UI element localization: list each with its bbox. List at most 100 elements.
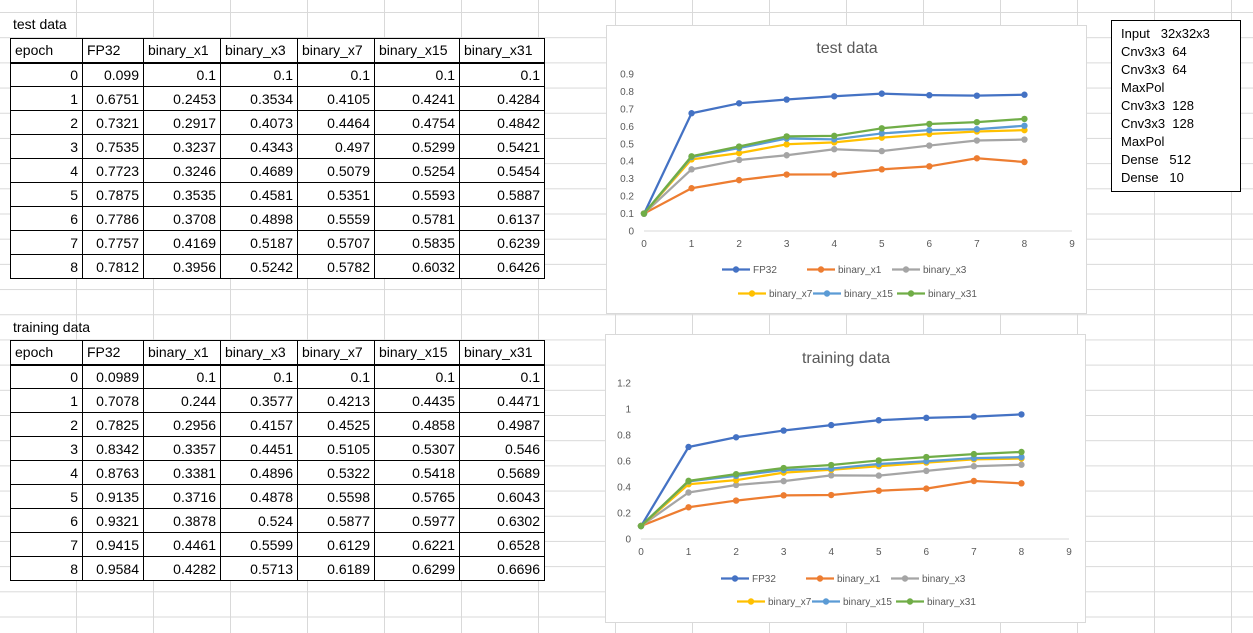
value-cell[interactable]: 0.1 [220,364,298,389]
epoch-cell[interactable]: 7 [10,532,83,557]
value-cell[interactable]: 0.1 [374,62,460,87]
value-cell[interactable]: 0.6189 [297,556,375,581]
value-cell[interactable]: 0.8342 [82,436,144,461]
value-cell[interactable]: 0.7786 [82,206,144,231]
value-cell[interactable]: 0.5887 [459,182,545,207]
value-cell[interactable]: 0.5079 [297,158,375,183]
value-cell[interactable]: 0.6696 [459,556,545,581]
value-cell[interactable]: 0.4896 [220,460,298,485]
value-cell[interactable]: 0.4471 [459,388,545,413]
value-cell[interactable]: 0.6137 [459,206,545,231]
data-point[interactable] [732,434,740,441]
value-cell[interactable]: 0.7321 [82,110,144,135]
value-cell[interactable]: 0.4435 [374,388,460,413]
epoch-cell[interactable]: 5 [10,484,83,509]
value-cell[interactable]: 0.0989 [82,364,144,389]
column-header[interactable]: epoch [10,38,83,64]
data-point[interactable] [831,132,838,140]
value-cell[interactable]: 0.6239 [459,230,545,255]
data-point[interactable] [1021,91,1028,98]
data-point[interactable] [735,176,743,184]
value-cell[interactable]: 0.5877 [297,508,375,533]
column-header[interactable]: binary_x7 [297,38,375,64]
value-cell[interactable]: 0.5977 [374,508,460,533]
value-cell[interactable]: 0.3534 [220,86,298,111]
value-cell[interactable]: 0.4525 [297,412,375,437]
series-line[interactable] [640,479,1022,528]
value-cell[interactable]: 0.5782 [297,254,375,279]
value-cell[interactable]: 0.2453 [143,86,221,111]
data-point[interactable] [780,492,787,499]
value-cell[interactable]: 0.3577 [220,388,298,413]
data-point[interactable] [735,149,743,157]
column-header[interactable]: binary_x31 [459,340,545,366]
data-point[interactable] [1018,461,1025,468]
data-point[interactable] [970,450,978,458]
legend-item[interactable]: binary_x3 [892,265,967,276]
value-cell[interactable]: 0.5593 [374,182,460,207]
data-point[interactable] [828,491,835,499]
series-binary_x1[interactable] [637,477,1025,530]
value-cell[interactable]: 0.7825 [82,412,144,437]
column-header[interactable]: binary_x7 [297,340,375,366]
value-cell[interactable]: 0.8763 [82,460,144,485]
value-cell[interactable]: 0.6302 [459,508,545,533]
epoch-cell[interactable]: 0 [10,364,83,389]
value-cell[interactable]: 0.3956 [143,254,221,279]
column-header[interactable]: binary_x15 [374,38,460,64]
series-FP32[interactable] [640,90,1028,217]
data-point[interactable] [1021,115,1028,123]
value-cell[interactable]: 0.3716 [143,484,221,509]
epoch-cell[interactable]: 3 [10,436,83,461]
data-point[interactable] [828,461,835,469]
data-point[interactable] [780,477,787,485]
value-cell[interactable]: 0.3237 [143,134,221,159]
data-point[interactable] [878,125,885,132]
data-point[interactable] [878,90,885,97]
data-point[interactable] [926,91,933,99]
value-cell[interactable]: 0.9415 [82,532,144,557]
value-cell[interactable]: 0.3381 [143,460,221,485]
column-header[interactable]: FP32 [82,38,144,64]
value-cell[interactable]: 0.099 [82,62,144,87]
value-cell[interactable]: 0.7535 [82,134,144,159]
data-point[interactable] [875,487,882,494]
value-cell[interactable]: 0.4842 [459,110,545,135]
value-cell[interactable]: 0.6426 [459,254,545,279]
value-cell[interactable]: 0.9321 [82,508,144,533]
value-cell[interactable]: 0.5689 [459,460,545,485]
data-point[interactable] [640,210,648,217]
data-point[interactable] [973,118,981,126]
value-cell[interactable]: 0.4464 [297,110,375,135]
data-point[interactable] [1018,411,1025,418]
value-cell[interactable]: 0.5187 [220,230,298,255]
value-cell[interactable]: 0.4213 [297,388,375,413]
data-point[interactable] [1021,158,1028,166]
data-point[interactable] [878,130,885,137]
column-header[interactable]: binary_x31 [459,38,545,64]
data-point[interactable] [688,153,695,160]
value-cell[interactable]: 0.1 [459,62,545,87]
data-point[interactable] [973,137,981,144]
value-cell[interactable]: 0.1 [374,364,460,389]
value-cell[interactable]: 0.6032 [374,254,460,279]
value-cell[interactable]: 0.5418 [374,460,460,485]
data-point[interactable] [685,489,692,496]
data-point[interactable] [780,464,787,472]
value-cell[interactable]: 0.5105 [297,436,375,461]
value-cell[interactable]: 0.5322 [297,460,375,485]
value-cell[interactable]: 0.4461 [143,532,221,557]
epoch-cell[interactable]: 4 [10,460,83,485]
value-cell[interactable]: 0.7723 [82,158,144,183]
value-cell[interactable]: 0.1 [297,62,375,87]
epoch-cell[interactable]: 5 [10,182,83,207]
epoch-cell[interactable]: 6 [10,508,83,533]
legend-item[interactable]: binary_x1 [807,265,882,276]
value-cell[interactable]: 0.4581 [220,182,298,207]
data-point[interactable] [923,453,930,461]
value-cell[interactable]: 0.4858 [374,412,460,437]
column-header[interactable]: binary_x3 [220,38,298,64]
value-cell[interactable]: 0.5765 [374,484,460,509]
value-cell[interactable]: 0.4105 [297,86,375,111]
data-point[interactable] [926,126,933,134]
